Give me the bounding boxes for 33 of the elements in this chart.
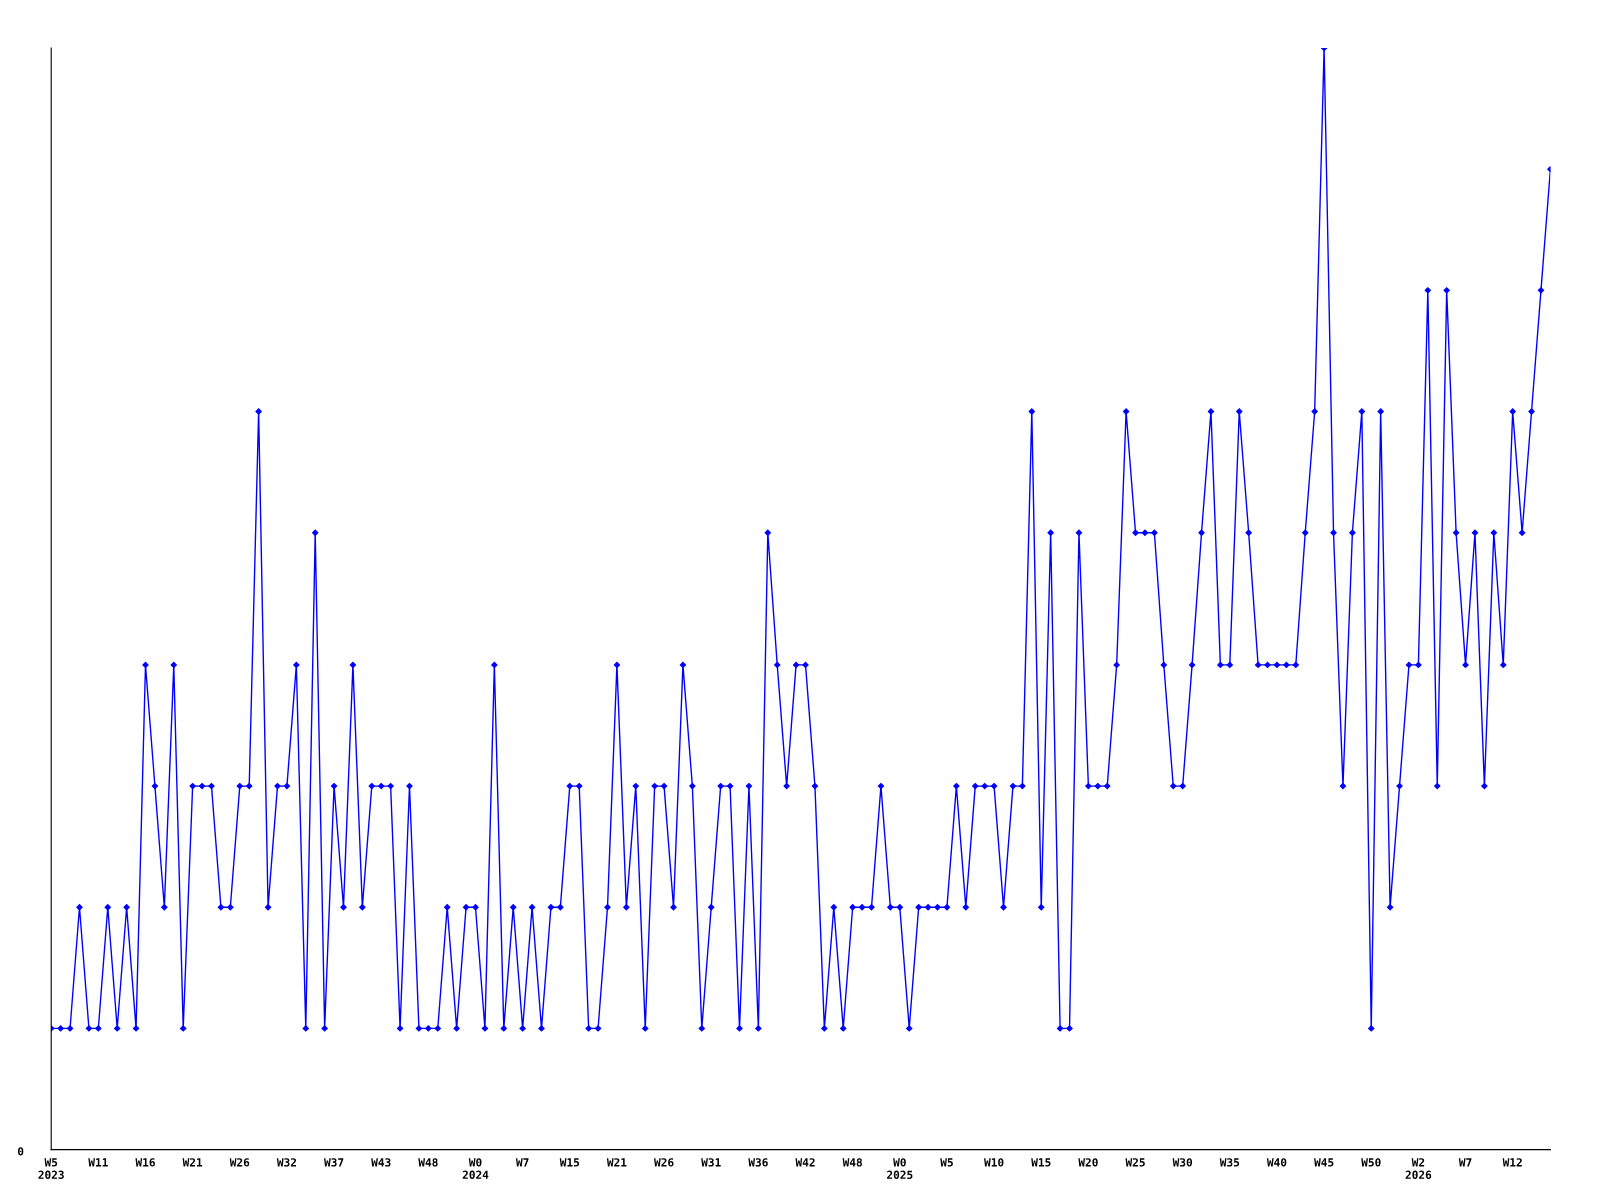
x-tick-label: W35 <box>1219 1158 1240 1167</box>
x-tick-label: W26 <box>654 1158 674 1167</box>
x-tick-label: W7 <box>515 1158 529 1167</box>
x-tick-label: W21 <box>182 1158 203 1167</box>
x-tick-label: W25 <box>1125 1158 1145 1167</box>
x-tick-label: W2 2026 <box>1405 1158 1432 1179</box>
x-tick-label: W20 <box>1078 1158 1098 1167</box>
x-tick-label: W10 <box>984 1158 1004 1167</box>
x-tick-label: W31 <box>701 1158 721 1167</box>
x-tick-label: W32 <box>276 1158 297 1167</box>
x-tick-label: W36 <box>748 1158 768 1167</box>
x-tick-label: W7 <box>1458 1158 1472 1167</box>
x-tick-label: W30 <box>1172 1158 1193 1167</box>
x-tick-label: W43 <box>371 1158 391 1167</box>
text: 0 <box>17 1147 24 1156</box>
x-tick-label: W15 <box>559 1158 580 1167</box>
x-tick-label: W15 <box>1031 1158 1051 1167</box>
x-tick-label: W21 <box>606 1158 627 1167</box>
x-tick-label: W50 <box>1361 1158 1381 1167</box>
x-tick-label: W45 <box>1314 1158 1334 1167</box>
x-tick-label: W26 <box>229 1158 250 1167</box>
x-tick-label: W48 <box>842 1158 862 1167</box>
x-tick-label: W0 2025 <box>887 1158 913 1179</box>
x-tick-label: W12 <box>1502 1158 1522 1167</box>
x-tick-label: W37 <box>324 1158 344 1167</box>
x-tick-label: W40 <box>1266 1158 1287 1167</box>
x-tick-label: W42 <box>795 1158 815 1167</box>
x-tick-label: W5 <box>940 1158 953 1167</box>
x-tick-label: W11 <box>88 1158 108 1167</box>
x-tick-label: W5 2023 <box>38 1158 64 1179</box>
x-tick-label: W48 <box>418 1158 438 1167</box>
x-tick-label: W16 <box>135 1158 155 1167</box>
x-tick-label: W0 2024 <box>462 1158 489 1179</box>
